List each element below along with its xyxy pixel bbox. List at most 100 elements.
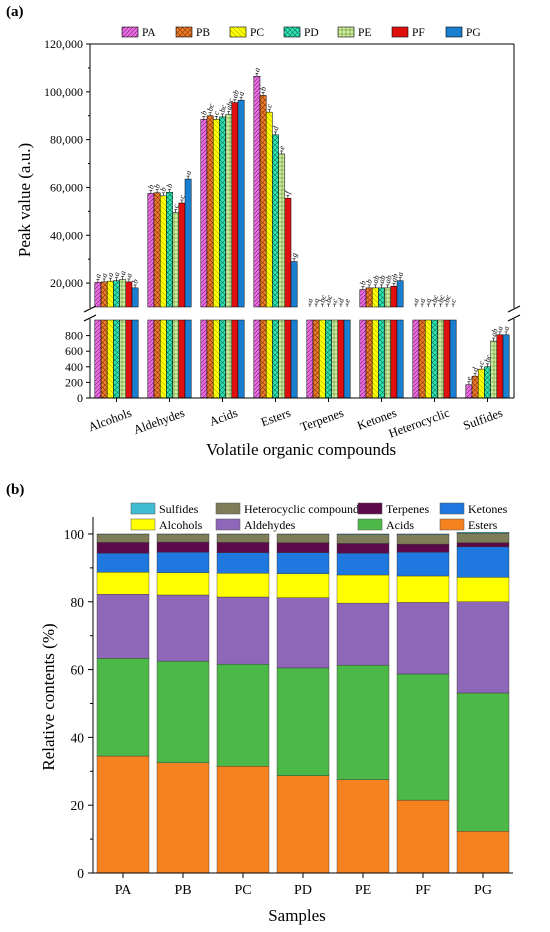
segment-Terpenes-PF xyxy=(396,543,450,553)
bar-lower-PE-Terpenes xyxy=(331,319,339,399)
bar-lower-PE-Acids xyxy=(225,319,233,399)
x-tick-label-a: Sulfides xyxy=(461,406,504,433)
significance-letter: bc xyxy=(218,103,229,113)
bar-lower-PD-Heterocyclic xyxy=(431,319,438,399)
segment-Terpenes-PA xyxy=(96,542,150,554)
bar-lower-PE-Aldehydes xyxy=(172,319,180,399)
bar-lower-PC-Acids xyxy=(212,319,220,399)
x-tick-label-b: PF xyxy=(415,883,431,898)
bar-lower-PB-Ketones xyxy=(365,319,373,399)
legend-label-PG: PG xyxy=(466,27,481,39)
legend-label-Heterocyclic-compounds: Heterocyclic compounds xyxy=(244,502,364,516)
x-axis-label-a: Volatile organic compounds xyxy=(206,440,396,459)
legend-label-Terpenes: Terpenes xyxy=(386,502,429,516)
segment-Aldehydes-PA xyxy=(96,594,150,659)
bar-lower-PG-Aldehydes xyxy=(184,319,192,399)
bar-lower-PB-Heterocyclic xyxy=(418,319,426,399)
significance-letter: bc xyxy=(442,293,453,303)
segment-Sulfides-PE xyxy=(336,533,390,535)
bar-lower-PB-Acids xyxy=(206,319,214,399)
bar-lower-PA-Alcohols xyxy=(94,319,102,399)
significance-letter: c xyxy=(171,203,181,209)
bar-PE-Ketones xyxy=(384,287,392,308)
panel-a: (a) PA PB PC PD PE PF PG aaaaaabbbbbccabbccbca… xyxy=(6,4,521,459)
segment-Heterocyclic compounds-PC xyxy=(216,534,270,543)
significance-letter: bc xyxy=(318,293,329,303)
significance-letter: e xyxy=(277,144,287,150)
segment-Acids-PE xyxy=(336,664,390,780)
segment-Ketones-PA xyxy=(96,553,150,573)
legend-label-PB: PB xyxy=(196,27,210,39)
bar-PB-Aldehydes xyxy=(153,192,161,308)
bar-lower-PD-Aldehydes xyxy=(166,319,173,399)
significance-letter: b xyxy=(358,280,368,286)
legend-label-PA: PA xyxy=(142,27,156,39)
bar-lower-PG-Acids xyxy=(237,319,245,399)
segment-Aldehydes-PF xyxy=(396,602,450,675)
bars-b xyxy=(96,532,510,874)
significance-letter: a xyxy=(93,273,103,279)
bar-lower-PE-Esters xyxy=(278,319,286,399)
significance-letter: e xyxy=(464,375,474,381)
bar-PB-Esters xyxy=(259,95,267,308)
axis-break-mark xyxy=(83,314,97,322)
axes-b: 0 20 40 60 80 100 PA PB PC PD PE PF PG xyxy=(64,517,513,898)
significance-letter: b xyxy=(364,278,374,284)
bar-lower-PD-Alcohols xyxy=(113,319,120,399)
legend-swatch-PG xyxy=(445,26,463,38)
legend-label-Sulfides: Sulfides xyxy=(159,502,199,516)
x-tick-label-b: PD xyxy=(294,883,312,898)
segment-Terpenes-PC xyxy=(216,542,270,553)
segment-Aldehydes-PE xyxy=(336,602,390,666)
bar-PC-Ketones xyxy=(371,287,379,308)
bar-PF-Sulfides xyxy=(496,334,504,399)
y-tick-label-b: 100 xyxy=(64,527,85,542)
bar-PD-Acids xyxy=(219,116,226,308)
y-tick-label-a: 120,000 xyxy=(44,37,83,51)
significance-letter: b xyxy=(130,278,140,284)
segment-Alcohols-PD xyxy=(276,573,330,598)
significance-letter: c xyxy=(330,297,340,303)
legend-label-Esters: Esters xyxy=(468,518,498,532)
significance-letter: c xyxy=(212,110,222,116)
bar-lower-PG-Alcohols xyxy=(131,319,139,399)
bar-PB-Ketones xyxy=(365,287,373,308)
legend-label-Acids: Acids xyxy=(386,518,414,532)
y-tick-label-a-lower: 600 xyxy=(65,344,83,358)
significance-letter: a xyxy=(236,91,246,97)
significance-letter: a xyxy=(118,270,128,276)
legend-label-Ketones: Ketones xyxy=(468,502,508,516)
bar-lower-PF-Esters xyxy=(284,319,292,399)
segment-Heterocyclic compounds-PE xyxy=(336,534,390,544)
segment-Acids-PB xyxy=(156,660,210,764)
bar-lower-PF-Ketones xyxy=(390,319,398,399)
x-axis-label-b: Samples xyxy=(268,906,326,925)
legend-swatch-Sulfides xyxy=(130,502,156,515)
legend-swatch-Heterocyclic-compounds xyxy=(215,502,241,515)
bar-PB-Alcohols xyxy=(100,281,108,308)
panel-b: (b) Sulfides Heterocyclic compounds Terpen… xyxy=(6,482,513,925)
legend-label-Aldehydes: Aldehydes xyxy=(244,518,296,532)
panel-label-a: (a) xyxy=(6,4,24,20)
segment-Sulfides-PF xyxy=(396,533,450,535)
bar-lower-PF-Terpenes xyxy=(337,319,345,399)
bar-PG-Aldehydes xyxy=(184,178,192,308)
bar-lower-PG-Ketones xyxy=(396,319,404,399)
y-tick-label-a: 20,000 xyxy=(50,276,83,290)
x-tick-label-a: Acids xyxy=(207,406,239,429)
bar-lower-PE-Heterocyclic xyxy=(437,319,445,399)
significance-letter: a xyxy=(252,67,262,73)
segment-Esters-PF xyxy=(396,799,450,874)
x-tick-label-a: Aldehydes xyxy=(131,406,186,437)
significance-letter: a xyxy=(183,169,193,175)
y-tick-label-a: 40,000 xyxy=(50,228,83,242)
significance-letter: b xyxy=(165,183,175,189)
significance-letter: b xyxy=(159,186,169,192)
significance-letter: abc xyxy=(224,97,236,111)
bar-lower-PC-Heterocyclic xyxy=(424,319,432,399)
segment-Terpenes-PG xyxy=(456,542,510,548)
y-tick-label-b: 60 xyxy=(71,663,85,678)
axis-break-mark xyxy=(507,314,521,322)
segment-Alcohols-PB xyxy=(156,572,210,596)
y-tick-label-b: 40 xyxy=(71,730,85,745)
